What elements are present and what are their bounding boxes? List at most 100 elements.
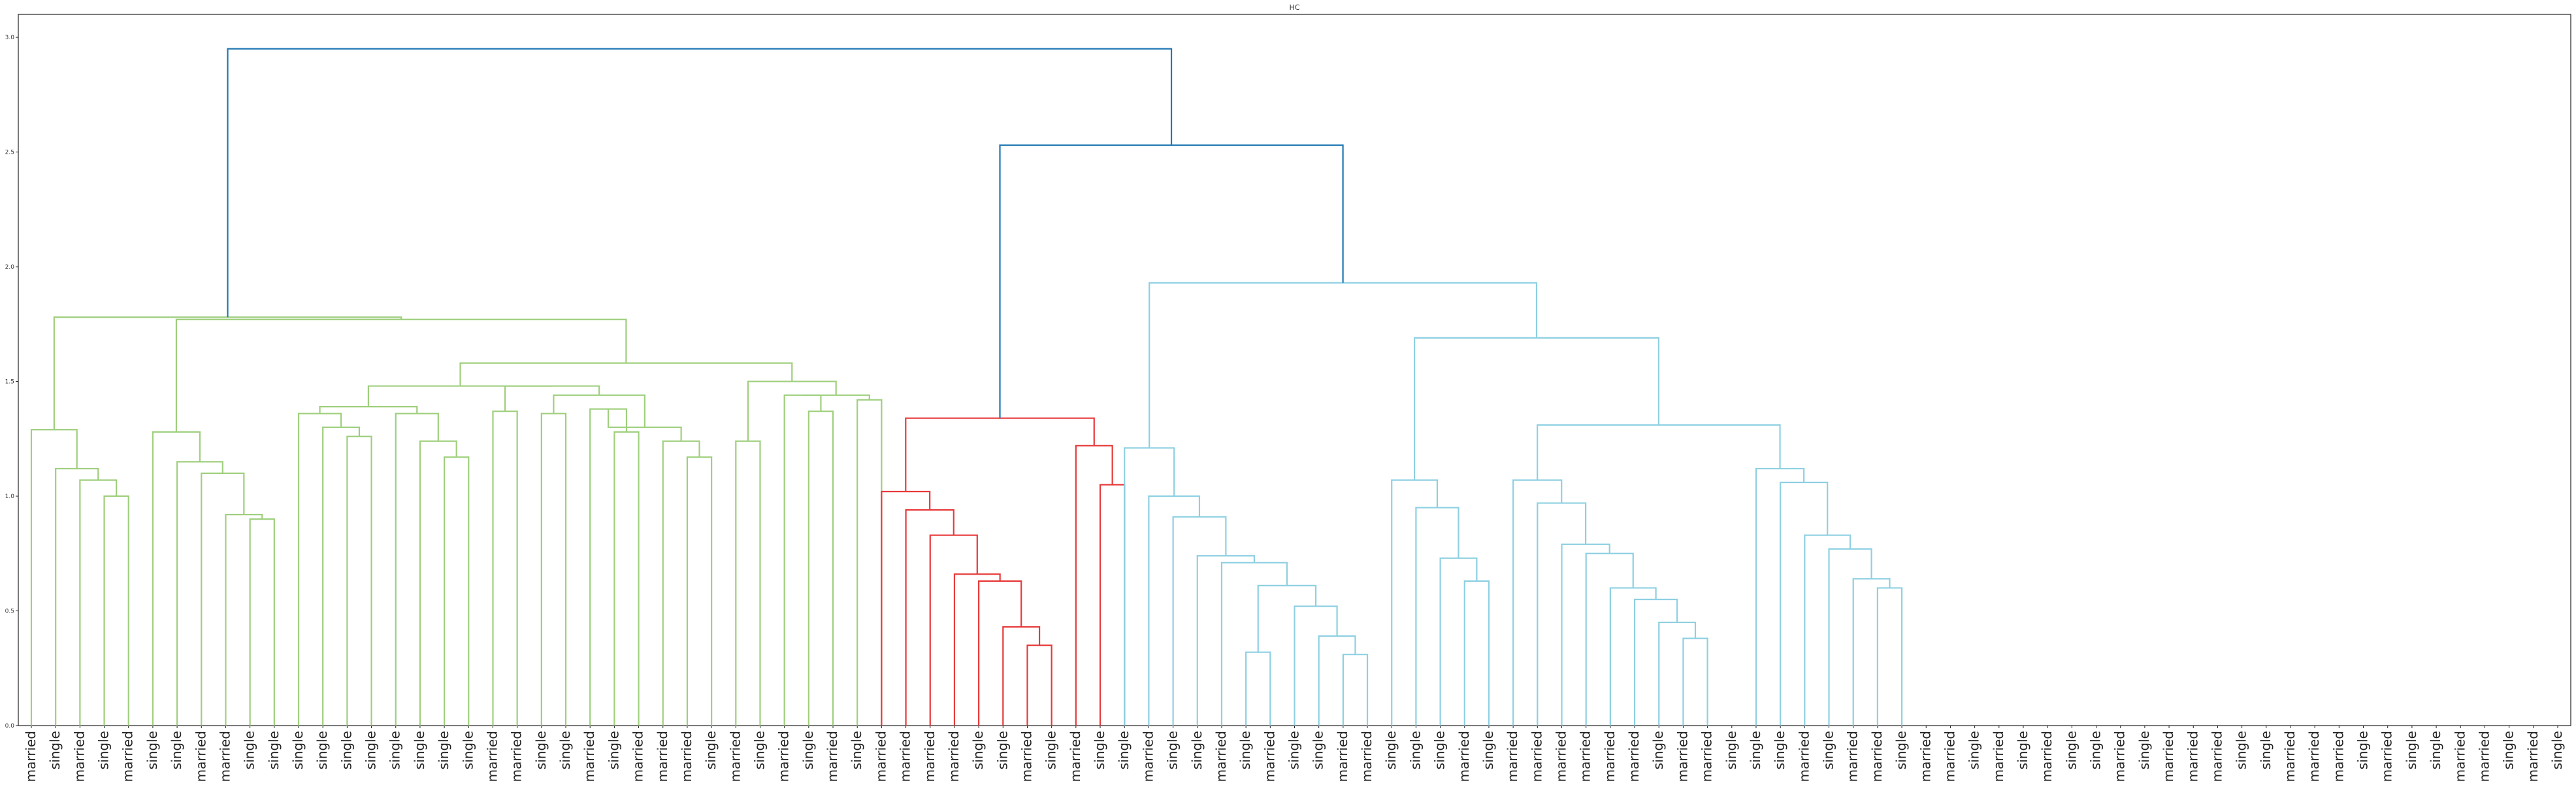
leaf-label: married: [2160, 731, 2176, 782]
leaf-label: single: [1650, 731, 1666, 769]
leaf-label: married: [1554, 731, 1569, 782]
leaf-label: married: [1019, 731, 1034, 782]
dendrogram-link: [1294, 605, 1338, 726]
y-tick-label: 0.5: [5, 609, 14, 615]
leaf-label: single: [1893, 731, 1909, 769]
leaf-label: married: [1068, 731, 1083, 782]
dendrogram-link: [1342, 654, 1369, 726]
dendrogram-link: [1413, 337, 1659, 480]
dendrogram-link: [881, 490, 931, 726]
dendrogram-link: [540, 412, 567, 726]
dendrogram-link: [1537, 424, 1781, 480]
dendrogram-link: [175, 318, 627, 432]
leaf-label: married: [1335, 731, 1350, 782]
leaf-label: married: [824, 731, 840, 782]
dendrogram-link: [735, 440, 761, 726]
leaf-label: single: [1966, 731, 1982, 769]
dendrogram-link: [1172, 516, 1227, 726]
leaf-label: single: [1723, 731, 1739, 769]
leaf-label: married: [2209, 731, 2225, 782]
dendrogram-link: [225, 514, 263, 726]
leaf-label: married: [1602, 731, 1618, 782]
leaf-label: single: [2355, 731, 2371, 769]
leaf-label: married: [2379, 731, 2395, 782]
y-tick-label: 1.0: [5, 494, 15, 500]
dendrogram-link: [322, 426, 361, 726]
leaf-label: single: [1821, 731, 1836, 769]
leaf-label: married: [2282, 731, 2298, 782]
leaf-label: single: [1286, 731, 1302, 769]
dendrogram-link: [53, 316, 402, 430]
chart-title: HC: [1290, 3, 1300, 12]
dendrogram-link: [1196, 555, 1256, 726]
leaf-label: single: [2501, 731, 2517, 769]
leaf-label: married: [1991, 731, 2006, 782]
dendrogram-link: [807, 411, 834, 726]
leaf-label: married: [1674, 731, 1690, 782]
dendrogram-link: [1245, 651, 1271, 726]
dendrogram-link: [802, 394, 870, 400]
dendrogram-link: [929, 534, 978, 726]
leaf-label: married: [1578, 731, 1593, 782]
dendrogram-link: [1512, 479, 1563, 726]
leaf-label: single: [2015, 731, 2030, 769]
leaf-label: married: [1699, 731, 1715, 782]
leaf-label: single: [2063, 731, 2079, 769]
y-tick-label: 2.0: [5, 264, 15, 271]
leaf-label: married: [679, 731, 694, 782]
leaf-label: married: [1942, 731, 1957, 782]
leaf-label: single: [1116, 731, 1132, 769]
dendrogram-link: [686, 456, 713, 726]
y-tick-label: 1.5: [5, 379, 14, 386]
y-tick-label: 0.0: [5, 723, 15, 730]
dendrogram-link: [1148, 495, 1201, 726]
dendrogram-link: [30, 429, 78, 726]
dendrogram-link: [1318, 635, 1356, 726]
leaf-label: married: [630, 731, 646, 782]
leaf-label: married: [1140, 731, 1156, 782]
dendrogram-link: [1099, 484, 1126, 726]
leaf-label: married: [2452, 731, 2468, 782]
dendrogram-link: [1609, 587, 1657, 726]
dendrogram-link: [346, 435, 372, 726]
dendrogram-link: [1075, 445, 1113, 726]
leaf-label: single: [2136, 731, 2152, 769]
leaf-label: single: [169, 731, 184, 769]
leaf-label: single: [1407, 731, 1423, 769]
leaf-label: single: [338, 731, 354, 769]
dendrogram-link: [1149, 282, 1538, 448]
leaf-label: married: [727, 731, 743, 782]
leaf-label: single: [557, 731, 573, 769]
leaf-label: single: [96, 731, 112, 769]
dendrogram-link: [459, 362, 793, 386]
leaf-label: single: [1165, 731, 1181, 769]
dendrogram-link: [613, 431, 640, 726]
leaf-label: single: [2234, 731, 2249, 769]
leaf-label: single: [849, 731, 864, 769]
dendrogram-link: [662, 440, 700, 726]
dendrogram-link: [1682, 637, 1708, 726]
dendrogram-link: [783, 394, 822, 726]
leaf-label: married: [2039, 731, 2055, 782]
leaf-label: married: [71, 731, 87, 782]
dendrogram-link: [856, 399, 883, 726]
leaf-label: married: [898, 731, 913, 782]
y-tick-label: 3.0: [5, 35, 15, 41]
dendrogram-link: [1828, 548, 1872, 726]
leaf-label: married: [922, 731, 937, 782]
leaf-label: single: [2088, 731, 2104, 769]
leaf-label: single: [2428, 731, 2443, 769]
leaf-label: single: [412, 731, 427, 769]
dendrogram-link: [1876, 587, 1903, 726]
leaf-label: married: [1845, 731, 1861, 782]
dendrogram-link: [1257, 584, 1317, 652]
dendrogram-link: [905, 417, 1095, 492]
leaf-label: single: [460, 731, 476, 769]
leaf-label: single: [1480, 731, 1496, 769]
leaf-label: single: [314, 731, 330, 769]
dendrogram-link: [1391, 479, 1439, 726]
leaf-label: married: [873, 731, 889, 782]
dendrogram-link: [1026, 645, 1052, 726]
dendrogram-link: [607, 409, 682, 441]
